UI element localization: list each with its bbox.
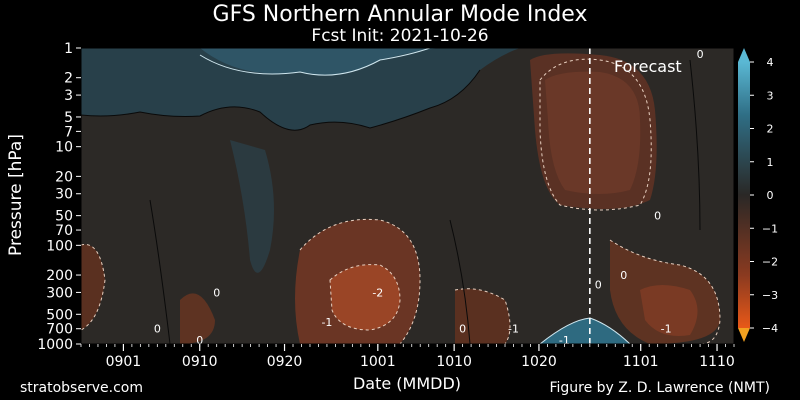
- x-axis: 0901 0910 0920 1001 1010 1020 1101 1110: [80, 344, 735, 370]
- positive-region: [230, 140, 274, 273]
- y-tick-label: 10: [55, 140, 73, 156]
- colorbar-tick-label: 4: [767, 56, 774, 69]
- y-tick-label: 200: [46, 268, 73, 284]
- contour-positive: [199, 48, 431, 76]
- negative-core: [640, 285, 698, 336]
- colorbar: 4 3 2 1 0 −1 −2 −3 −4: [738, 48, 778, 342]
- chart-title: GFS Northern Annular Mode Index: [212, 2, 588, 27]
- positive-core: [200, 48, 440, 76]
- contour-label: 0: [213, 286, 220, 299]
- y-tick-label: 1: [64, 41, 73, 57]
- colorbar-tick-label: −4: [762, 322, 778, 335]
- y-tick-label: 1000: [37, 337, 73, 353]
- y-tick-label: 5: [64, 110, 73, 126]
- y-tick-label: 70: [55, 223, 73, 239]
- colorbar-extend-top: [738, 48, 750, 62]
- colorbar-tick-label: 0: [767, 189, 774, 202]
- colorbar-tick-label: −2: [762, 256, 778, 269]
- y-tick-label: 20: [55, 169, 73, 185]
- contour-zero: [449, 219, 471, 344]
- colorbar-tick-label: 3: [767, 89, 774, 102]
- x-tick-label: 1001: [360, 354, 396, 370]
- y-tick-label: 500: [46, 307, 73, 323]
- y-tick-label: 50: [55, 209, 73, 225]
- forecast-label: Forecast: [614, 57, 682, 76]
- contour-label: 0: [154, 323, 161, 336]
- colorbar-extend-bottom: [738, 328, 750, 342]
- x-tick-label: 1010: [436, 354, 472, 370]
- contour-label: 0: [654, 210, 661, 223]
- footer-site: stratobserve.com: [20, 380, 143, 396]
- colorbar-tick-label: −3: [762, 289, 778, 302]
- y-tick-label: 300: [46, 285, 73, 301]
- colorbar-tick-label: −1: [762, 222, 778, 235]
- positive-core: [540, 318, 630, 344]
- x-tick-label: 1020: [521, 354, 557, 370]
- contour-negative: [329, 264, 401, 331]
- contour-label: -1: [321, 316, 332, 329]
- y-tick-label: 3: [64, 88, 73, 104]
- footer-credit: Figure by Z. D. Lawrence (NMT): [549, 380, 770, 396]
- contour-label: 0: [459, 323, 466, 336]
- y-tick-label: 2: [64, 71, 73, 87]
- negative-region: [81, 244, 105, 330]
- y-axis-label: Pressure [hPa]: [6, 134, 26, 256]
- contour-negative: [299, 218, 421, 344]
- contour-label: -1: [661, 323, 672, 336]
- contour-negative: [81, 243, 106, 331]
- contour-negative: [454, 288, 511, 344]
- chart-subtitle: Fcst Init: 2021-10-26: [311, 26, 489, 46]
- negative-region: [180, 293, 215, 344]
- y-tick-label: 100: [46, 238, 73, 254]
- contour-labels: 0 0 0 -2 -1 0 -1 -1 0 0 0 -1 0: [154, 48, 704, 347]
- x-axis-label: Date (MMDD): [352, 374, 462, 393]
- contour-label: -2: [372, 286, 383, 299]
- contour-label: -1: [559, 334, 570, 347]
- negative-core: [545, 71, 641, 194]
- field-layer: [81, 48, 721, 344]
- contour-zero: [149, 199, 171, 344]
- contour-zero: [689, 59, 701, 231]
- contour-negative: [539, 58, 652, 211]
- colorbar-tick-label: 2: [767, 123, 774, 136]
- x-tick-label: 0910: [182, 354, 218, 370]
- x-tick-label: 0901: [106, 354, 142, 370]
- x-tick-label: 0920: [267, 354, 303, 370]
- plot-frame: [80, 47, 735, 345]
- contour-lines: [81, 48, 721, 344]
- contour-label: 0: [620, 269, 627, 282]
- contour-zero: [81, 69, 481, 131]
- contour-label: 0: [595, 279, 602, 292]
- contour-label: -1: [508, 323, 519, 336]
- y-tick-label: 700: [46, 322, 73, 338]
- y-tick-label: 30: [55, 187, 73, 203]
- colorbar-tick-label: 1: [767, 156, 774, 169]
- x-tick-label: 1101: [623, 354, 659, 370]
- contour-label: 0: [196, 334, 203, 347]
- colorbar-gradient: [738, 62, 750, 328]
- x-tick-label: 1110: [699, 354, 735, 370]
- y-tick-label: 7: [64, 124, 73, 140]
- colorbar-ticks: 4 3 2 1 0 −1 −2 −3 −4: [750, 56, 778, 335]
- negative-core: [330, 264, 400, 330]
- contour-label: 0: [697, 48, 704, 61]
- positive-region: [81, 48, 520, 131]
